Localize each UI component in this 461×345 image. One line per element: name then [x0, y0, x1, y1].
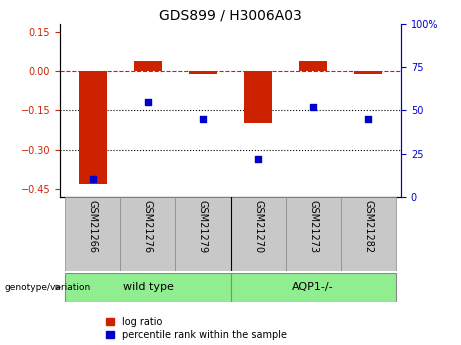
Text: GSM21273: GSM21273	[308, 200, 318, 254]
Text: genotype/variation: genotype/variation	[5, 283, 91, 292]
Bar	[285, 197, 341, 271]
Point	[364, 116, 372, 122]
Bar	[189, 71, 217, 74]
Bar	[65, 197, 120, 271]
Text: GSM21282: GSM21282	[363, 200, 373, 254]
Legend: log ratio, percentile rank within the sample: log ratio, percentile rank within the sa…	[106, 317, 287, 340]
Bar	[299, 61, 327, 71]
Bar	[244, 71, 272, 124]
Bar	[120, 197, 176, 271]
Bar	[176, 197, 230, 271]
Text: GSM21270: GSM21270	[253, 200, 263, 254]
Point	[144, 99, 152, 105]
Point	[89, 177, 97, 182]
Bar	[230, 197, 285, 271]
Text: AQP1-/-: AQP1-/-	[292, 282, 334, 292]
Bar	[230, 273, 396, 302]
Point	[254, 156, 262, 161]
Bar	[79, 71, 106, 184]
Text: wild type: wild type	[123, 282, 173, 292]
Bar	[341, 197, 396, 271]
Text: GSM21279: GSM21279	[198, 200, 208, 254]
Point	[199, 116, 207, 122]
Bar	[65, 273, 230, 302]
Text: GSM21276: GSM21276	[143, 200, 153, 254]
Bar	[134, 61, 162, 71]
Bar	[355, 71, 382, 74]
Point	[309, 104, 317, 110]
Title: GDS899 / H3006A03: GDS899 / H3006A03	[159, 9, 302, 23]
Text: GSM21266: GSM21266	[88, 200, 98, 253]
